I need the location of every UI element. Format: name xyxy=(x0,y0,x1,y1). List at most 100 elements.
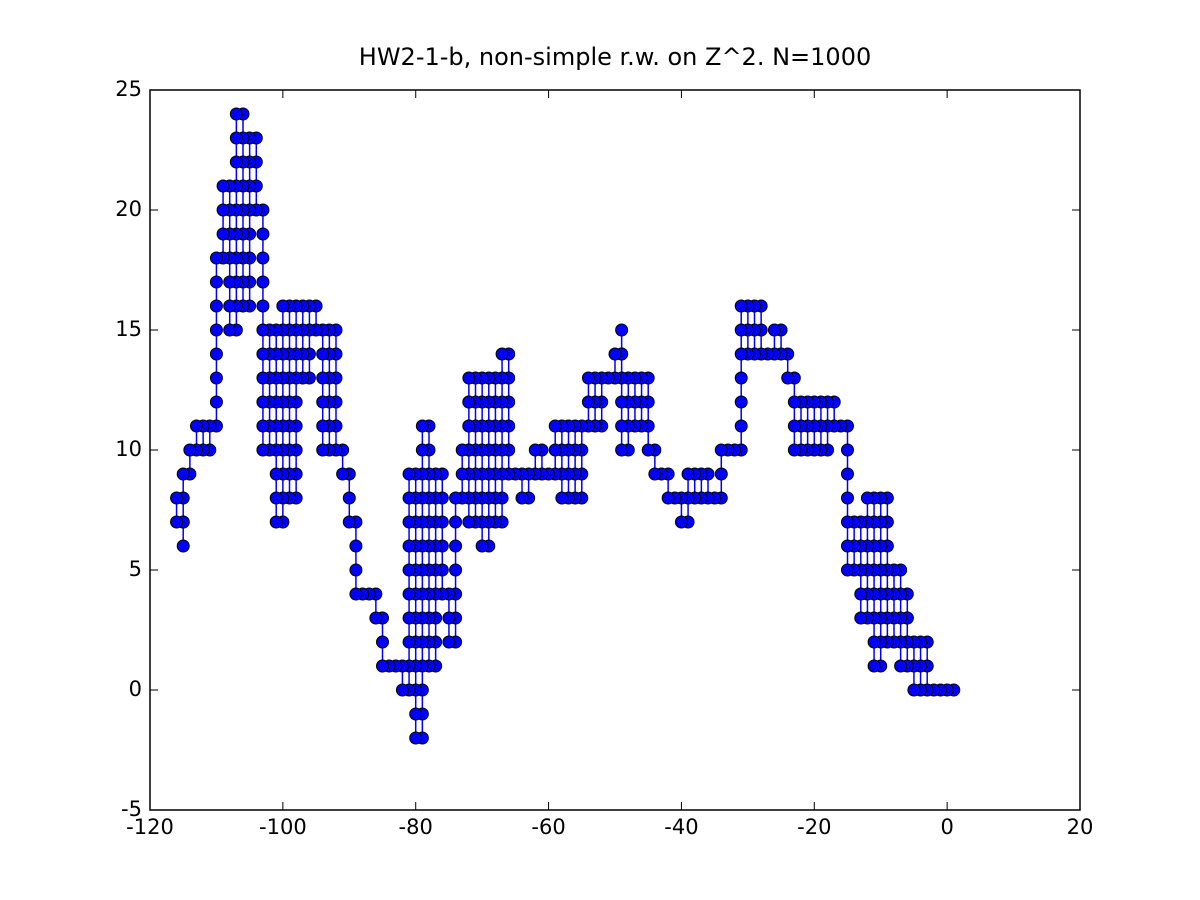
x-tick-label: -100 xyxy=(259,815,307,839)
point-marker xyxy=(316,419,330,433)
point-marker xyxy=(442,611,456,625)
point-marker xyxy=(449,515,463,529)
point-marker xyxy=(209,251,223,265)
x-tick-label: 20 xyxy=(1067,815,1094,839)
point-marker xyxy=(674,515,688,529)
point-marker xyxy=(256,251,270,265)
point-marker xyxy=(349,563,363,577)
point-marker xyxy=(176,467,190,481)
point-marker xyxy=(229,107,243,121)
point-marker xyxy=(442,635,456,649)
point-marker xyxy=(548,443,562,457)
point-marker xyxy=(176,539,190,553)
point-marker xyxy=(860,491,874,505)
point-marker xyxy=(734,323,748,337)
point-marker xyxy=(449,563,463,577)
x-tick-label: 0 xyxy=(940,815,953,839)
point-marker xyxy=(402,563,416,577)
point-marker xyxy=(495,347,509,361)
point-marker xyxy=(409,731,423,745)
point-marker xyxy=(734,299,748,313)
point-marker xyxy=(402,515,416,529)
point-marker xyxy=(170,515,184,529)
point-marker xyxy=(256,443,270,457)
point-marker xyxy=(269,515,283,529)
point-marker xyxy=(787,443,801,457)
point-marker xyxy=(462,419,476,433)
x-tick-label: -60 xyxy=(531,815,565,839)
y-tick-label: 10 xyxy=(115,437,142,461)
point-marker xyxy=(581,371,595,385)
point-marker xyxy=(608,347,622,361)
y-tick-label: 15 xyxy=(115,317,142,341)
point-marker xyxy=(415,443,429,457)
point-marker xyxy=(648,467,662,481)
point-marker xyxy=(223,275,237,289)
point-marker xyxy=(209,275,223,289)
point-marker xyxy=(170,491,184,505)
point-marker xyxy=(316,347,330,361)
point-marker xyxy=(229,155,243,169)
point-marker xyxy=(256,371,270,385)
point-marker xyxy=(256,347,270,361)
point-marker xyxy=(615,419,629,433)
point-marker xyxy=(402,635,416,649)
point-marker xyxy=(276,299,290,313)
chart-title: HW2-1-b, non-simple r.w. on Z^2. N=1000 xyxy=(359,43,871,71)
point-marker xyxy=(841,515,854,529)
x-tick-label: -80 xyxy=(399,815,433,839)
y-tick-label: 0 xyxy=(129,677,142,701)
point-marker xyxy=(256,275,270,289)
point-marker xyxy=(787,395,801,409)
point-marker xyxy=(336,467,350,481)
point-marker xyxy=(256,419,270,433)
point-marker xyxy=(548,419,562,433)
point-marker xyxy=(316,371,330,385)
y-tick-label: -5 xyxy=(121,797,142,821)
point-marker xyxy=(349,587,363,601)
point-marker xyxy=(223,323,237,337)
point-marker xyxy=(402,491,416,505)
point-marker xyxy=(734,371,748,385)
point-marker xyxy=(216,227,230,241)
point-marker xyxy=(734,347,748,361)
point-marker xyxy=(581,395,595,409)
point-marker xyxy=(661,491,675,505)
point-marker xyxy=(907,683,921,697)
point-marker xyxy=(190,419,203,433)
point-marker xyxy=(767,323,781,337)
point-marker xyxy=(376,635,389,649)
x-tick-label: -40 xyxy=(664,815,698,839)
point-marker xyxy=(615,395,629,409)
point-marker xyxy=(462,395,476,409)
point-marker xyxy=(841,539,854,553)
point-marker xyxy=(787,419,801,433)
point-marker xyxy=(395,683,409,697)
point-marker xyxy=(555,491,569,505)
point-marker xyxy=(515,491,529,505)
point-marker xyxy=(415,419,429,433)
point-marker xyxy=(209,395,223,409)
point-marker xyxy=(316,395,330,409)
point-marker xyxy=(209,371,223,385)
point-marker xyxy=(183,443,197,457)
y-tick-label: 25 xyxy=(115,77,142,101)
point-marker xyxy=(734,419,748,433)
point-marker xyxy=(216,203,230,217)
point-marker xyxy=(455,443,469,457)
point-marker xyxy=(714,443,728,457)
point-marker xyxy=(369,611,383,625)
x-tick-label: -20 xyxy=(797,815,831,839)
point-marker xyxy=(402,467,416,481)
point-marker xyxy=(229,131,243,145)
point-marker xyxy=(256,395,270,409)
point-marker xyxy=(402,587,416,601)
point-marker xyxy=(841,467,854,481)
point-marker xyxy=(223,299,237,313)
point-marker xyxy=(376,659,389,673)
point-marker xyxy=(209,299,223,313)
point-marker xyxy=(256,227,270,241)
point-marker xyxy=(216,179,230,193)
